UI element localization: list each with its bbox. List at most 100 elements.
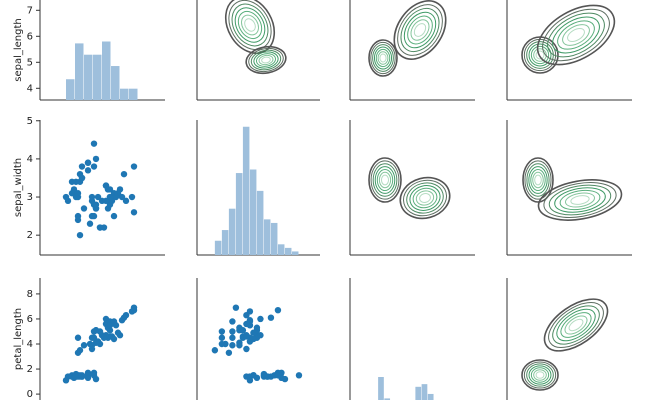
scatter-point <box>110 212 118 220</box>
kde-contour <box>250 49 282 71</box>
scatter-point <box>112 322 120 329</box>
kde-contour <box>528 365 552 385</box>
kde-contour <box>568 318 584 332</box>
histogram-bar <box>120 88 129 100</box>
kde-contour <box>533 369 547 381</box>
scatter-point <box>130 209 138 216</box>
histogram-bar <box>84 54 93 100</box>
kde-contour <box>373 46 393 70</box>
kde-contour <box>400 7 440 53</box>
scatter-point <box>246 322 254 329</box>
kde-contour <box>528 43 552 67</box>
y-axis-label: sepal_width <box>13 158 24 217</box>
scatter-point <box>243 311 250 319</box>
y-axis-label: sepal_length <box>13 18 24 82</box>
kde-contour <box>403 11 437 49</box>
y-axis-label: petal_length <box>13 308 24 370</box>
kde-contour <box>526 41 554 69</box>
kde-contour <box>224 0 276 55</box>
scatter-point <box>229 328 236 335</box>
kde-contour <box>528 166 548 194</box>
kde-contour <box>560 312 592 338</box>
y-tick-label: 2 <box>27 230 33 241</box>
kde-contour <box>248 47 284 73</box>
scatter-point <box>78 174 86 182</box>
scatter-point <box>76 347 84 354</box>
kde-contour <box>419 193 431 203</box>
y-tick-label: 7 <box>27 5 33 16</box>
scatter-point <box>128 193 136 201</box>
kde-contour <box>255 53 277 67</box>
scatter-point <box>78 372 86 379</box>
scatter-point <box>130 163 138 170</box>
scatter-point <box>243 345 250 353</box>
histogram-bar <box>384 398 391 400</box>
scatter-point <box>90 369 98 377</box>
histogram-bar <box>75 43 84 100</box>
kde-contour <box>258 54 274 66</box>
y-tick-label: 5 <box>27 57 33 68</box>
kde-contour <box>372 44 394 72</box>
scatter-point <box>100 334 108 341</box>
kde-contour <box>407 15 433 45</box>
scatter-point <box>74 212 82 220</box>
scatter-point <box>114 329 122 336</box>
histogram-bar <box>102 41 111 100</box>
scatter-point <box>239 327 247 334</box>
scatter-point <box>80 342 88 349</box>
kde-contour <box>370 41 396 75</box>
kde-contour <box>557 20 595 50</box>
scatter-point <box>72 373 80 380</box>
kde-contour <box>556 308 596 342</box>
scatter-point <box>74 334 82 341</box>
scatter-point <box>88 334 96 341</box>
scatter-point <box>264 373 271 380</box>
scatter-point <box>218 334 226 341</box>
scatter-point <box>88 342 96 349</box>
scatter-point <box>84 374 92 382</box>
scatter-point <box>218 340 226 348</box>
histogram-bar <box>228 208 236 255</box>
kde-contour <box>377 51 389 65</box>
scatter-point <box>246 377 254 384</box>
scatter-point <box>96 224 104 231</box>
histogram-bar <box>291 251 299 255</box>
histogram-bar <box>93 54 102 100</box>
kde-contour <box>530 367 550 383</box>
scatter-point <box>229 334 236 341</box>
kde-contour <box>526 363 554 387</box>
scatter-point <box>96 328 104 335</box>
scatter-point <box>211 347 219 354</box>
kde-contour <box>543 182 617 218</box>
kde-contour <box>261 56 271 64</box>
scatter-point <box>72 178 80 185</box>
scatter-point <box>106 322 114 329</box>
kde-contour <box>522 157 554 203</box>
kde-contour <box>234 7 266 43</box>
y-tick-label: 4 <box>27 339 33 350</box>
scatter-point <box>104 186 112 193</box>
histogram-bar <box>249 169 257 255</box>
kde-contour <box>409 185 441 211</box>
scatter-point <box>218 328 226 335</box>
kde-contour <box>374 166 396 194</box>
scatter-point <box>68 190 76 197</box>
scatter-point <box>232 304 240 311</box>
histogram-bar <box>277 244 285 255</box>
y-tick-label: 6 <box>27 314 33 325</box>
scatter-point <box>110 335 118 343</box>
kde-contour <box>521 359 559 391</box>
scatter-point <box>86 220 94 227</box>
histogram-bar <box>421 384 428 400</box>
kde-contour <box>412 187 438 209</box>
scatter-point <box>225 349 233 356</box>
scatter-point <box>92 201 100 208</box>
kde-contour <box>231 3 269 47</box>
histogram-bar <box>214 240 222 255</box>
scatter-point <box>90 212 98 220</box>
scatter-point <box>72 193 80 201</box>
y-tick-label: 5 <box>27 116 33 127</box>
kde-contour <box>552 16 600 54</box>
y-tick-label: 0 <box>27 389 33 400</box>
